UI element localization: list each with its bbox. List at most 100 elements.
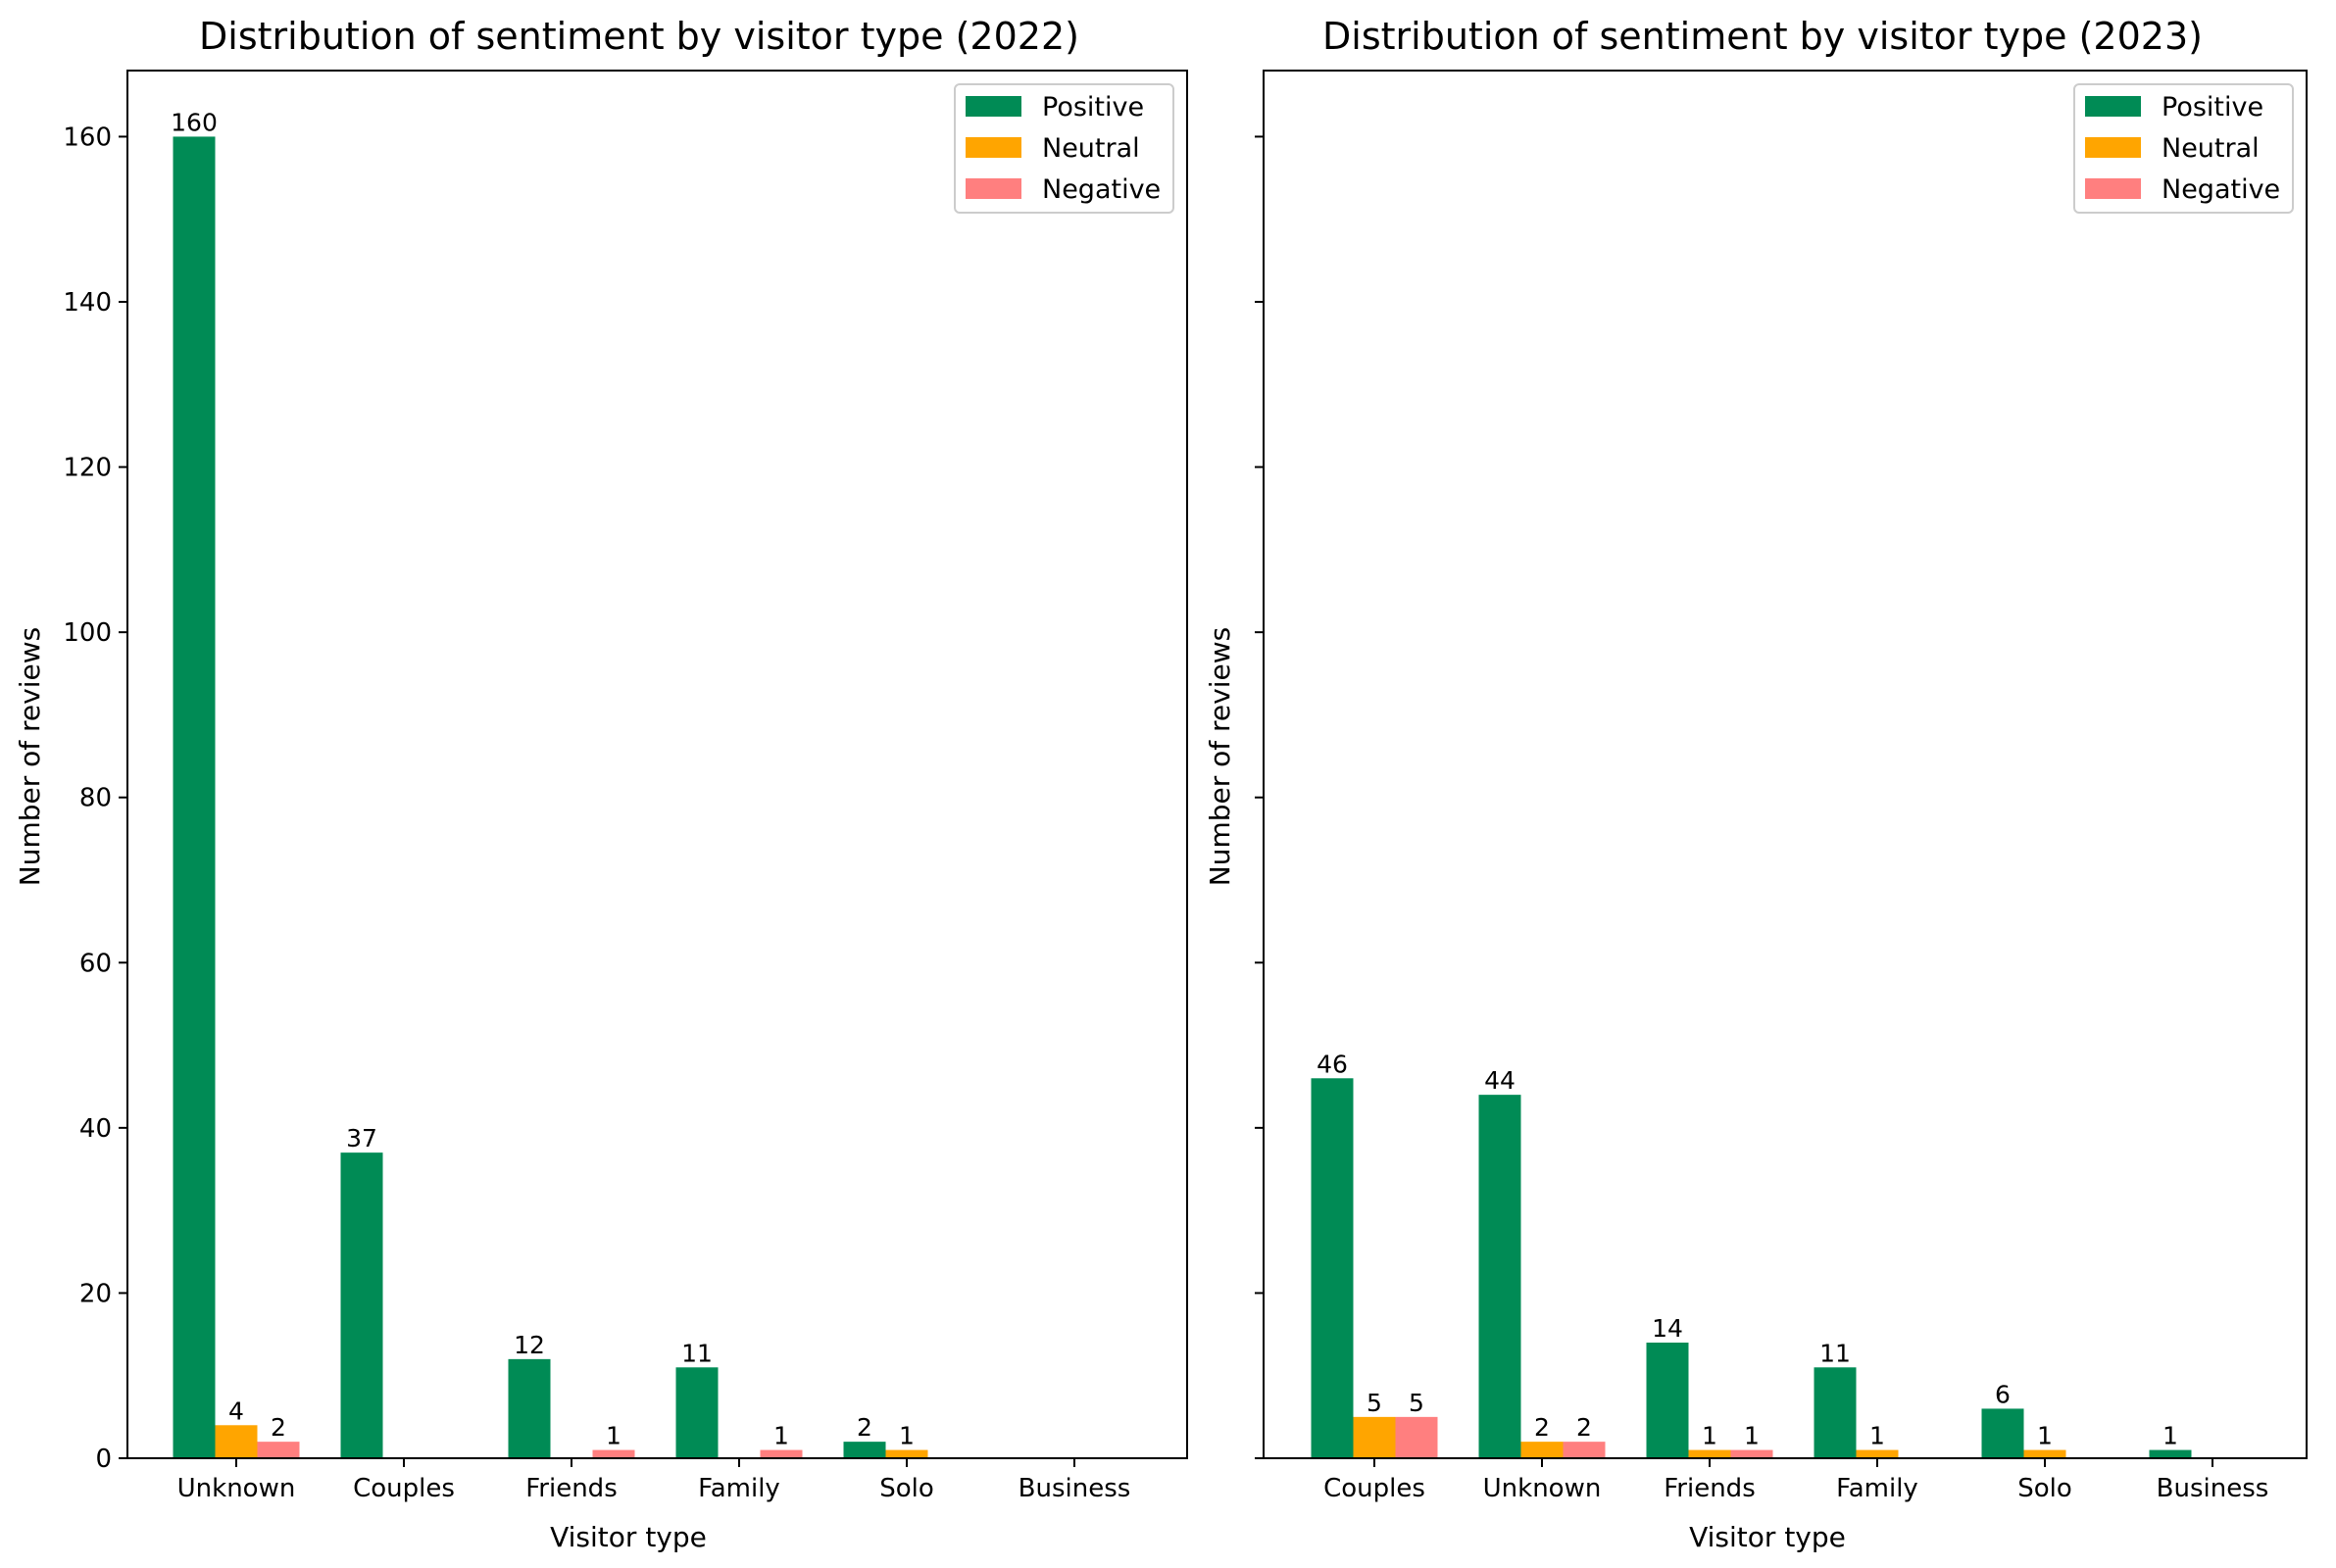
- x-axis-label: Visitor type: [1689, 1521, 1846, 1553]
- data-label: 160: [171, 108, 218, 136]
- x-tick-label: Business: [2157, 1474, 2269, 1503]
- data-label: 1: [773, 1422, 789, 1450]
- legend-label-positive: Positive: [1042, 92, 1144, 122]
- data-label: 1: [1869, 1422, 1885, 1450]
- data-label: 1: [899, 1422, 915, 1450]
- data-label: 1: [1744, 1422, 1760, 1450]
- x-tick-label: Solo: [2017, 1474, 2072, 1503]
- chart-panel-2023: Distribution of sentiment by visitor typ…: [1204, 15, 2308, 1553]
- data-label: 11: [1819, 1339, 1851, 1367]
- y-axis-label: Number of reviews: [1204, 627, 1236, 886]
- bar-neutral: [2023, 1449, 2066, 1458]
- data-label: 11: [681, 1339, 713, 1367]
- legend-label-positive: Positive: [2162, 92, 2263, 122]
- bar-positive: [508, 1358, 551, 1458]
- plot-frame: [1263, 70, 2308, 1459]
- bar-positive: [1478, 1095, 1521, 1458]
- bar-positive: [1814, 1367, 1857, 1458]
- legend-label-neutral: Neutral: [1042, 133, 1140, 164]
- bar-neutral: [1520, 1442, 1564, 1458]
- axis-ticks: Couples Unknown Friends Family Solo Business: [1255, 135, 2269, 1503]
- y-tick-label: 0: [95, 1445, 112, 1474]
- bar-neutral: [215, 1425, 258, 1458]
- data-label: 1: [1702, 1422, 1717, 1450]
- axis-ticks: 0 20 40 60 80 100 120 140 160 Unknown Couples Frien…: [63, 122, 1130, 1503]
- x-tick-label: Family: [1836, 1474, 1918, 1503]
- legend-swatch-neutral: [966, 137, 1021, 158]
- data-label: 12: [514, 1331, 545, 1359]
- x-tick-label: Friends: [525, 1474, 618, 1503]
- data-label: 6: [1995, 1380, 2011, 1408]
- x-tick-label: Couples: [353, 1474, 455, 1503]
- data-label: 2: [1576, 1413, 1592, 1442]
- x-tick-label: Unknown: [1483, 1474, 1602, 1503]
- data-label: 4: [228, 1396, 244, 1425]
- bar-positive: [843, 1442, 886, 1458]
- bar-neutral: [885, 1449, 928, 1458]
- legend-label-neutral: Neutral: [2162, 133, 2260, 164]
- y-tick-label: 160: [63, 122, 112, 152]
- chart-title: Distribution of sentiment by visitor typ…: [199, 15, 1079, 58]
- data-label: 2: [857, 1413, 872, 1442]
- y-tick-label: 60: [79, 949, 112, 978]
- bar-positive: [173, 136, 216, 1458]
- bar-neutral: [1688, 1449, 1731, 1458]
- bar-negative: [1395, 1416, 1438, 1458]
- legend: Positive Neutral Negative: [954, 83, 1174, 214]
- data-label: 46: [1317, 1050, 1348, 1078]
- data-label: 1: [606, 1422, 621, 1450]
- legend-swatch-negative: [2085, 178, 2141, 199]
- bar-positive: [340, 1152, 383, 1458]
- data-label: 2: [1534, 1413, 1550, 1442]
- bar-positive: [1981, 1408, 2024, 1458]
- x-axis-label: Visitor type: [550, 1521, 707, 1553]
- bar-negative: [592, 1449, 635, 1458]
- legend-swatch-neutral: [2085, 137, 2141, 158]
- x-tick-label: Friends: [1664, 1474, 1756, 1503]
- plot-frame: [126, 70, 1188, 1459]
- x-tick-label: Couples: [1323, 1474, 1425, 1503]
- legend-swatch-negative: [966, 178, 1021, 199]
- x-tick-label: Unknown: [177, 1474, 296, 1503]
- bar-positive: [1311, 1078, 1354, 1458]
- chart-title: Distribution of sentiment by visitor typ…: [1322, 15, 2203, 58]
- bar-neutral: [1353, 1416, 1396, 1458]
- data-label: 1: [2037, 1422, 2053, 1450]
- x-tick-label: Family: [698, 1474, 780, 1503]
- data-label: 44: [1484, 1066, 1516, 1095]
- x-tick-label: Solo: [879, 1474, 934, 1503]
- legend-label-negative: Negative: [1042, 174, 1161, 205]
- bar-positive: [1646, 1343, 1689, 1458]
- bar-negative: [257, 1442, 300, 1458]
- data-label: 2: [271, 1413, 286, 1442]
- legend-label-negative: Negative: [2162, 174, 2280, 205]
- bar-neutral: [1856, 1449, 1899, 1458]
- x-tick-label: Business: [1019, 1474, 1131, 1503]
- legend-swatch-positive: [2085, 96, 2141, 117]
- legend: Positive Neutral Negative: [2073, 83, 2294, 214]
- data-label: 5: [1367, 1389, 1382, 1417]
- data-label: 14: [1652, 1314, 1683, 1343]
- bar-negative: [1563, 1442, 1606, 1458]
- bar-positive: [675, 1367, 719, 1458]
- legend-swatch-positive: [966, 96, 1021, 117]
- bars: [1311, 1078, 2192, 1458]
- y-tick-label: 20: [79, 1279, 112, 1308]
- bar-negative: [1730, 1449, 1773, 1458]
- y-axis-label: Number of reviews: [14, 627, 46, 886]
- y-tick-label: 120: [63, 454, 112, 483]
- y-tick-label: 100: [63, 618, 112, 648]
- bar-negative: [760, 1449, 803, 1458]
- bar-positive: [2149, 1449, 2192, 1458]
- y-tick-label: 140: [63, 288, 112, 318]
- data-label: 1: [2162, 1422, 2178, 1450]
- chart-panel-2022: Distribution of sentiment by visitor typ…: [14, 15, 1188, 1553]
- y-tick-label: 40: [79, 1114, 112, 1144]
- y-tick-label: 80: [79, 784, 112, 813]
- data-label: 5: [1409, 1389, 1424, 1417]
- bars: [173, 136, 928, 1458]
- data-label: 37: [346, 1124, 377, 1152]
